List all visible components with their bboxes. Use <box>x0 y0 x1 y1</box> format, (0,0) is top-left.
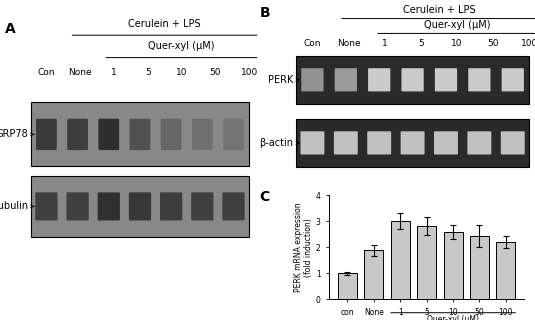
FancyBboxPatch shape <box>435 68 457 92</box>
Bar <box>296 56 530 104</box>
Bar <box>296 119 530 167</box>
FancyBboxPatch shape <box>223 119 244 150</box>
FancyBboxPatch shape <box>192 119 213 150</box>
Text: Quer-xyl (μM): Quer-xyl (μM) <box>148 41 215 51</box>
Bar <box>31 102 249 166</box>
Bar <box>470 236 489 299</box>
Bar <box>338 273 357 299</box>
Bar <box>444 232 463 299</box>
FancyBboxPatch shape <box>67 119 88 150</box>
FancyBboxPatch shape <box>434 131 458 155</box>
FancyBboxPatch shape <box>367 131 391 155</box>
Bar <box>417 226 436 299</box>
FancyBboxPatch shape <box>334 131 358 155</box>
Text: 10: 10 <box>452 39 463 48</box>
Text: 1: 1 <box>382 39 388 48</box>
Text: None: None <box>337 39 361 48</box>
FancyBboxPatch shape <box>129 192 151 220</box>
FancyBboxPatch shape <box>98 119 119 150</box>
Text: Con: Con <box>304 39 321 48</box>
Text: B: B <box>259 5 270 20</box>
FancyBboxPatch shape <box>502 68 524 92</box>
Bar <box>391 221 410 299</box>
Bar <box>496 242 515 299</box>
FancyBboxPatch shape <box>401 68 424 92</box>
Text: 5: 5 <box>145 68 150 77</box>
Text: None: None <box>68 68 92 77</box>
FancyBboxPatch shape <box>301 68 324 92</box>
Text: Con: Con <box>37 68 55 77</box>
FancyBboxPatch shape <box>160 119 181 150</box>
FancyBboxPatch shape <box>335 68 357 92</box>
Text: 50: 50 <box>210 68 221 77</box>
Text: GRP78: GRP78 <box>0 129 28 140</box>
Y-axis label: PERK mRNA expression
(fold induction): PERK mRNA expression (fold induction) <box>294 202 313 292</box>
FancyBboxPatch shape <box>223 192 244 220</box>
Text: 100: 100 <box>240 68 258 77</box>
Text: 100: 100 <box>521 39 535 48</box>
Text: 50: 50 <box>487 39 499 48</box>
FancyBboxPatch shape <box>36 119 57 150</box>
FancyBboxPatch shape <box>97 192 120 220</box>
FancyBboxPatch shape <box>66 192 89 220</box>
Text: Quer-xyl (μM): Quer-xyl (μM) <box>427 315 479 320</box>
Text: β-tubulin: β-tubulin <box>0 201 28 212</box>
Text: 10: 10 <box>175 68 187 77</box>
FancyBboxPatch shape <box>368 68 391 92</box>
Bar <box>31 176 249 237</box>
FancyBboxPatch shape <box>401 131 425 155</box>
FancyBboxPatch shape <box>191 192 213 220</box>
Text: 1: 1 <box>111 68 117 77</box>
Text: Cerulein + LPS: Cerulein + LPS <box>128 19 201 29</box>
FancyBboxPatch shape <box>501 131 525 155</box>
FancyBboxPatch shape <box>468 131 491 155</box>
FancyBboxPatch shape <box>301 131 324 155</box>
FancyBboxPatch shape <box>160 192 182 220</box>
Text: A: A <box>5 22 16 36</box>
FancyBboxPatch shape <box>129 119 150 150</box>
Text: 5: 5 <box>418 39 424 48</box>
Bar <box>364 250 384 299</box>
FancyBboxPatch shape <box>468 68 491 92</box>
Text: PERK: PERK <box>268 75 293 85</box>
Text: C: C <box>259 190 270 204</box>
Text: β-actin: β-actin <box>259 138 293 148</box>
Text: Quer-xyl (μM): Quer-xyl (μM) <box>424 20 491 30</box>
FancyBboxPatch shape <box>35 192 58 220</box>
Text: Cerulein + LPS: Cerulein + LPS <box>403 5 475 15</box>
